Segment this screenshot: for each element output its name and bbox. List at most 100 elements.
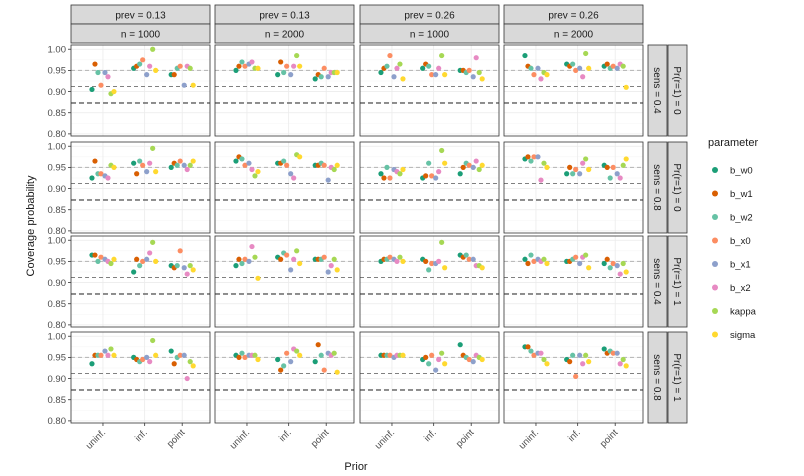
- legend-label: b_x1: [730, 260, 751, 271]
- point-b_w2-inf.: [137, 263, 143, 269]
- point-b_w1-point: [604, 164, 610, 170]
- point-sigma-inf.: [153, 258, 159, 264]
- point-b_x1-point: [614, 263, 620, 269]
- point-kappa-inf.: [439, 239, 445, 245]
- point-b_w2-uninf.: [528, 158, 534, 164]
- column-strip-top-label: prev = 0.26: [404, 11, 455, 22]
- point-sigma-point: [190, 82, 196, 88]
- row-strip-inner-box: [647, 235, 668, 328]
- point-sigma-uninf.: [400, 76, 406, 82]
- x-tick-label: point: [309, 427, 332, 450]
- x-tick-label: uninf.: [373, 427, 397, 451]
- panel-r1-c2: [214, 44, 355, 137]
- panel-r3-c1: [70, 235, 211, 328]
- point-kappa-point: [620, 63, 626, 69]
- point-b_w2-inf.: [281, 69, 287, 76]
- point-b_x1-point: [470, 164, 476, 170]
- panel-border: [214, 44, 355, 137]
- point-sigma-point: [334, 69, 340, 76]
- legend-label: kappa: [730, 307, 757, 318]
- point-b_x0-point: [610, 260, 616, 267]
- point-b_x0-point: [321, 254, 327, 260]
- point-kappa-point: [620, 260, 626, 267]
- point-sigma-inf.: [442, 160, 448, 166]
- point-b_w2-uninf.: [239, 260, 245, 267]
- point-sigma-point: [479, 265, 485, 271]
- x-axis-title: Prior: [344, 461, 368, 473]
- row-strips: sens = 0.4 Pr(r=1) = 0 sens = 0.8 Pr(r=1) =…: [647, 44, 688, 424]
- point-b_x2-uninf.: [538, 177, 544, 183]
- x-tick-label: uninf.: [228, 427, 252, 451]
- point-kappa-point: [331, 166, 337, 173]
- panel-border: [359, 141, 500, 234]
- point-kappa-inf.: [583, 156, 589, 162]
- point-kappa-uninf.: [108, 346, 114, 352]
- point-b_x2-inf.: [580, 361, 586, 367]
- row-strip-outer-box: [667, 235, 688, 328]
- point-kappa-uninf.: [541, 160, 547, 166]
- panel-border: [359, 235, 500, 328]
- point-sigma-point: [623, 156, 629, 162]
- panel-background: [215, 142, 354, 233]
- legend-label: b_w0: [730, 166, 753, 177]
- column-strip-1: prev = 0.13 n = 1000: [70, 4, 211, 44]
- row-strip-outer-box: [667, 331, 688, 424]
- point-b_w1-uninf.: [236, 256, 242, 262]
- point-b_w0-uninf.: [233, 263, 239, 269]
- panels: [70, 44, 644, 424]
- point-b_w2-point: [174, 162, 180, 168]
- point-b_w2-uninf.: [239, 59, 245, 65]
- point-kappa-inf.: [439, 52, 445, 59]
- point-sigma-inf.: [153, 352, 159, 358]
- point-b_w2-uninf.: [528, 252, 534, 258]
- point-b_w2-uninf.: [384, 63, 390, 69]
- point-sigma-uninf.: [255, 169, 261, 175]
- panel-border: [214, 331, 355, 424]
- point-b_x0-inf.: [284, 63, 290, 69]
- row-strip-inner-box: [647, 141, 668, 234]
- point-b_w2-inf.: [426, 63, 432, 69]
- point-b_x1-point: [614, 65, 620, 71]
- point-sigma-point: [623, 269, 629, 275]
- point-b_x0-uninf.: [387, 352, 393, 358]
- point-b_x1-inf.: [288, 171, 294, 177]
- point-b_x1-inf.: [433, 367, 439, 373]
- point-b_w2-uninf.: [528, 348, 534, 354]
- point-kappa-point: [620, 356, 626, 363]
- point-b_w1-uninf.: [525, 344, 531, 350]
- point-kappa-point: [187, 65, 193, 71]
- row-strip-1: sens = 0.4 Pr(r=1) = 0: [647, 44, 688, 137]
- legend-swatch: [712, 214, 718, 220]
- point-b_w1-inf.: [567, 359, 573, 365]
- point-b_x0-point: [321, 162, 327, 168]
- panel-border: [359, 44, 500, 137]
- column-strip-bottom-box: [214, 23, 355, 44]
- row-strip-outer-label: Pr(r=1) = 0: [671, 66, 682, 115]
- point-kappa-point: [620, 162, 626, 168]
- point-kappa-inf.: [583, 252, 589, 258]
- panel-background: [215, 236, 354, 327]
- legend-item-b_w2: b_w2: [712, 213, 753, 224]
- point-b_w2-inf.: [570, 171, 576, 177]
- point-b_w0-inf.: [131, 160, 137, 166]
- point-b_x0-inf.: [429, 72, 435, 78]
- panel-background: [71, 142, 210, 233]
- point-kappa-inf.: [294, 348, 300, 354]
- point-b_x0-point: [466, 162, 472, 168]
- point-b_w0-uninf.: [378, 171, 384, 177]
- point-b_x1-inf.: [577, 65, 583, 71]
- point-b_x1-point: [470, 256, 476, 262]
- panel-border: [214, 235, 355, 328]
- column-strip-bottom-label: n = 2000: [554, 30, 594, 41]
- panel-r3-c4: [503, 235, 644, 328]
- point-b_x0-uninf.: [242, 256, 248, 262]
- row-strip-inner-box: [647, 331, 668, 424]
- point-b_x0-point: [610, 164, 616, 170]
- point-b_x0-uninf.: [98, 254, 104, 260]
- point-sigma-uninf.: [111, 88, 117, 95]
- point-b_x0-inf.: [140, 57, 146, 63]
- point-b_x2-uninf.: [394, 65, 400, 71]
- point-b_w2-uninf.: [95, 69, 101, 76]
